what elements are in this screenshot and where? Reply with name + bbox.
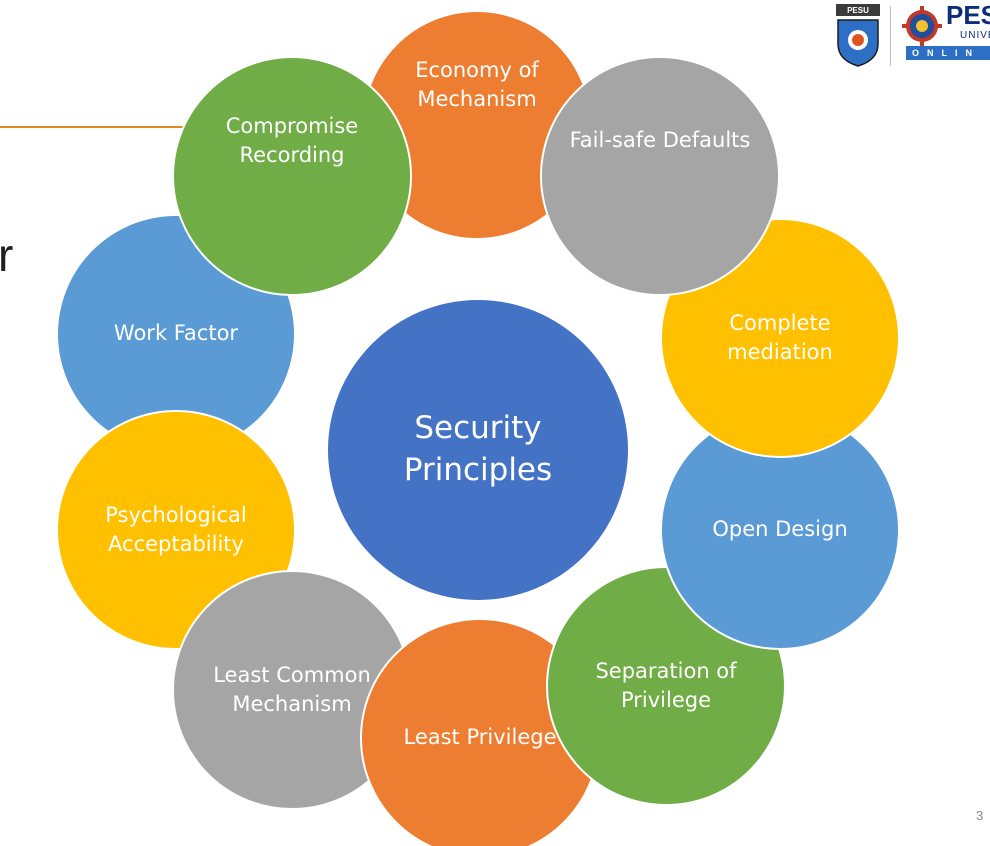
center-label-line2: Principles <box>403 452 553 488</box>
logo-subtext: UNIVE <box>960 30 990 41</box>
logo-band-text: ONLIN <box>912 48 980 58</box>
logo-wordmark: PES <box>946 0 990 30</box>
logo-divider <box>890 6 891 66</box>
principle-label: Fail-safe Defaults <box>569 128 751 153</box>
principle-circle-open-design: Open Design <box>660 410 900 650</box>
university-logo: PESU PES UNIVE ONLIN <box>828 0 990 72</box>
principle-label: Separation of Privilege <box>595 658 737 712</box>
principle-label: Psychological Acceptability <box>105 502 247 556</box>
principle-label: Least Privilege <box>403 725 557 750</box>
principle-circle-fail-safe-defaults: Fail-safe Defaults <box>540 56 780 296</box>
center-label-line1: Security <box>414 410 542 447</box>
slide-number: 3 <box>976 808 984 823</box>
partial-heading: r <box>0 229 14 281</box>
title-underline <box>0 126 190 128</box>
principle-label: Economy of Mechanism <box>415 57 539 111</box>
principle-label: Work Factor <box>113 321 239 346</box>
emblem-text: PESU <box>847 6 869 15</box>
emblem-icon: PESU <box>836 4 880 67</box>
principle-label: Complete mediation <box>727 310 833 364</box>
principle-circle-compromise-recording: Compromise Recording <box>172 56 412 296</box>
principle-label: Open Design <box>712 517 848 542</box>
gear-emblem-icon <box>902 6 942 46</box>
center-circle-security-principles: Security Principles <box>328 300 628 600</box>
logo-band <box>906 46 990 60</box>
principle-label: Least Common Mechanism <box>213 662 371 716</box>
principle-label: Compromise Recording <box>225 113 359 167</box>
